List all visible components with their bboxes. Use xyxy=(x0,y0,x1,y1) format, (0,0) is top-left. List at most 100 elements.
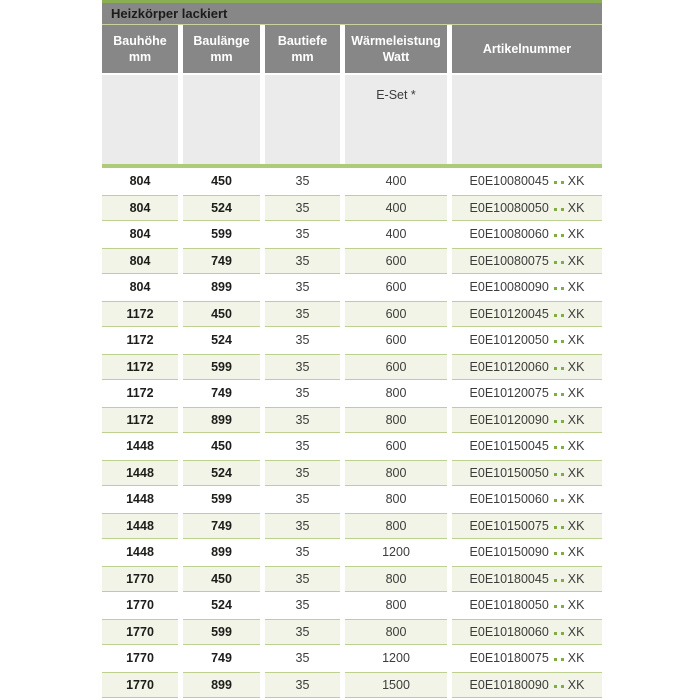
artikelnummer-value: E0E10150045 xyxy=(469,439,549,454)
artikelnummer-suffix: XK xyxy=(567,359,585,374)
artikelnummer-text: E0E10120075 XK xyxy=(470,386,585,400)
cell-baulaenge: 749 xyxy=(183,512,260,539)
table-row: 804 450 35 400 E0E10080045 XK xyxy=(102,168,602,195)
table-row: 1770 524 35 800 E0E10180050 XK xyxy=(102,592,602,619)
cell-bautiefe: 35 xyxy=(265,406,340,433)
artikelnummer-suffix: XK xyxy=(567,439,585,454)
cell-baulaenge: 749 xyxy=(183,247,260,274)
cell-baulaenge: 899 xyxy=(183,671,260,698)
cell-watt: 1200 xyxy=(345,645,447,672)
table-row: 1448 524 35 800 E0E10150050 XK xyxy=(102,459,602,486)
column-header-row: Bauhöhe mm Baulänge mm Bautiefe mm Wärme… xyxy=(102,25,602,73)
cell-artikelnummer: E0E10180050 XK xyxy=(452,592,602,619)
artikelnummer-suffix: XK xyxy=(567,624,585,639)
table-row: 804 524 35 400 E0E10080050 XK xyxy=(102,194,602,221)
column-header-artikelnummer: Artikelnummer xyxy=(452,25,602,73)
top-accent-strip xyxy=(102,0,602,3)
cell-baulaenge: 524 xyxy=(183,194,260,221)
cell-artikelnummer: E0E10150050 XK xyxy=(452,459,602,486)
green-dot-icon xyxy=(560,340,564,344)
cell-artikelnummer: E0E10180045 XK xyxy=(452,565,602,592)
artikelnummer-suffix: XK xyxy=(567,598,585,613)
cell-bauhoehe: 1770 xyxy=(102,592,178,619)
artikelnummer-suffix: XK xyxy=(567,386,585,401)
cell-artikelnummer: E0E10120060 XK xyxy=(452,353,602,380)
artikelnummer-text: E0E10120050 XK xyxy=(470,333,585,347)
cell-watt: 600 xyxy=(345,247,447,274)
table-row: 1172 599 35 600 E0E10120060 XK xyxy=(102,353,602,380)
green-dot-icon xyxy=(560,419,564,423)
cell-watt: 600 xyxy=(345,327,447,354)
cell-baulaenge: 450 xyxy=(183,168,260,195)
cell-bauhoehe: 804 xyxy=(102,221,178,248)
artikelnummer-text: E0E10180090 XK xyxy=(470,678,585,692)
cell-watt: 800 xyxy=(345,380,447,407)
cell-watt: 800 xyxy=(345,406,447,433)
artikelnummer-suffix: XK xyxy=(567,492,585,507)
artikelnummer-suffix: XK xyxy=(567,200,585,215)
cell-baulaenge: 450 xyxy=(183,565,260,592)
cell-artikelnummer: E0E10080045 XK xyxy=(452,168,602,195)
column-header-unit: Watt xyxy=(382,50,410,64)
cell-bautiefe: 35 xyxy=(265,327,340,354)
artikelnummer-text: E0E10150060 XK xyxy=(470,492,585,506)
green-dot-icon xyxy=(560,181,564,185)
table-row: 1770 749 35 1200 E0E10180075 XK xyxy=(102,645,602,672)
green-dot-icon xyxy=(553,658,557,662)
cell-baulaenge: 599 xyxy=(183,353,260,380)
artikelnummer-suffix: XK xyxy=(567,545,585,560)
column-header-bautiefe: Bautiefe mm xyxy=(265,25,340,73)
cell-watt: 800 xyxy=(345,565,447,592)
cell-bauhoehe: 1172 xyxy=(102,300,178,327)
cell-watt: 800 xyxy=(345,512,447,539)
artikelnummer-text: E0E10080060 XK xyxy=(470,227,585,241)
cell-watt: 600 xyxy=(345,433,447,460)
table-row: 1172 450 35 600 E0E10120045 XK xyxy=(102,300,602,327)
green-dot-icon xyxy=(553,207,557,211)
cell-watt: 800 xyxy=(345,486,447,513)
artikelnummer-suffix: XK xyxy=(567,253,585,268)
green-separator-line xyxy=(102,164,602,168)
cell-artikelnummer: E0E10080060 XK xyxy=(452,221,602,248)
cell-artikelnummer: E0E10150060 XK xyxy=(452,486,602,513)
artikelnummer-suffix: XK xyxy=(567,465,585,480)
artikelnummer-value: E0E10180060 xyxy=(469,624,549,639)
subheader-cell xyxy=(452,75,602,164)
artikelnummer-text: E0E10180060 XK xyxy=(470,625,585,639)
cell-bauhoehe: 804 xyxy=(102,168,178,195)
product-table: Heizkörper lackiert Bauhöhe mm Baulänge … xyxy=(102,0,602,698)
cell-watt: 800 xyxy=(345,618,447,645)
table-row: 1448 450 35 600 E0E10150045 XK xyxy=(102,433,602,460)
green-dot-icon xyxy=(560,260,564,264)
column-header-label: Wärmeleistung xyxy=(351,33,441,48)
subheader-cell xyxy=(183,75,260,164)
cell-baulaenge: 749 xyxy=(183,380,260,407)
cell-artikelnummer: E0E10120075 XK xyxy=(452,380,602,407)
cell-baulaenge: 450 xyxy=(183,300,260,327)
artikelnummer-suffix: XK xyxy=(567,174,585,189)
green-dot-icon xyxy=(553,260,557,264)
cell-watt: 400 xyxy=(345,194,447,221)
cell-artikelnummer: E0E10080050 XK xyxy=(452,194,602,221)
cell-bautiefe: 35 xyxy=(265,194,340,221)
artikelnummer-suffix: XK xyxy=(567,518,585,533)
artikelnummer-value: E0E10180050 xyxy=(469,598,549,613)
cell-artikelnummer: E0E10180075 XK xyxy=(452,645,602,672)
subheader-row: E-Set * xyxy=(102,75,602,164)
green-dot-icon xyxy=(553,234,557,238)
cell-bautiefe: 35 xyxy=(265,221,340,248)
green-dot-icon xyxy=(553,552,557,556)
column-header-bauhoehe: Bauhöhe mm xyxy=(102,25,178,73)
green-dot-icon xyxy=(560,631,564,635)
artikelnummer-value: E0E10120090 xyxy=(469,412,549,427)
green-dot-icon xyxy=(553,313,557,317)
cell-bauhoehe: 804 xyxy=(102,274,178,301)
artikelnummer-text: E0E10120060 XK xyxy=(470,360,585,374)
subheader-cell xyxy=(102,75,178,164)
column-header-label: Artikelnummer xyxy=(482,41,572,56)
cell-bauhoehe: 1172 xyxy=(102,380,178,407)
cell-bauhoehe: 1172 xyxy=(102,327,178,354)
cell-watt: 1500 xyxy=(345,671,447,698)
cell-artikelnummer: E0E10120045 XK xyxy=(452,300,602,327)
green-dot-icon xyxy=(553,499,557,503)
